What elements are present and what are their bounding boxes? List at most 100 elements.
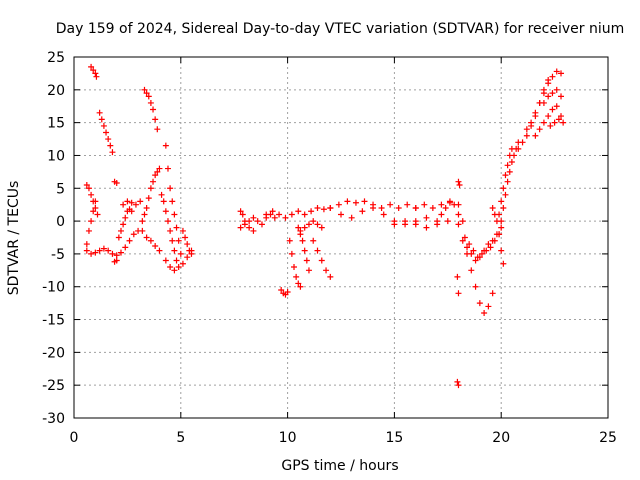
data-point bbox=[162, 257, 169, 264]
data-point bbox=[500, 204, 507, 211]
series-sat-ae bbox=[454, 273, 462, 297]
data-point bbox=[237, 208, 244, 215]
series-sat-n bbox=[162, 142, 184, 257]
data-point bbox=[456, 181, 463, 188]
data-point bbox=[487, 244, 494, 251]
data-point bbox=[177, 250, 184, 257]
data-point bbox=[120, 201, 127, 208]
data-point bbox=[338, 211, 344, 218]
data-point bbox=[156, 247, 163, 254]
data-point bbox=[545, 80, 552, 87]
data-point bbox=[92, 70, 99, 77]
series-sat-o bbox=[162, 247, 195, 274]
data-point bbox=[461, 234, 468, 241]
series-sat-k bbox=[139, 165, 163, 225]
data-point bbox=[92, 204, 99, 211]
data-point bbox=[107, 142, 114, 149]
series-sat-w bbox=[310, 237, 334, 280]
data-point bbox=[348, 214, 355, 221]
data-point bbox=[94, 211, 101, 218]
x-tick-label: 20 bbox=[492, 430, 510, 446]
data-point bbox=[489, 237, 496, 244]
x-tick-label: 15 bbox=[385, 430, 403, 446]
data-point bbox=[455, 211, 462, 218]
series-sat-s bbox=[263, 204, 334, 221]
data-point bbox=[171, 267, 178, 274]
series-sat-am bbox=[515, 76, 552, 152]
data-point bbox=[536, 126, 543, 133]
data-point bbox=[310, 218, 317, 225]
data-point bbox=[489, 204, 496, 211]
data-point bbox=[402, 218, 409, 225]
data-point bbox=[276, 211, 283, 218]
data-point bbox=[498, 247, 505, 254]
data-point bbox=[395, 204, 402, 211]
data-point bbox=[549, 106, 556, 113]
data-point bbox=[154, 126, 161, 133]
data-point bbox=[508, 159, 515, 166]
y-tick-label: -30 bbox=[42, 411, 65, 427]
data-point bbox=[301, 247, 308, 254]
series-sat-al bbox=[496, 145, 515, 218]
data-point bbox=[472, 257, 479, 264]
data-point bbox=[122, 244, 129, 251]
data-point bbox=[156, 165, 163, 172]
data-point bbox=[455, 221, 462, 228]
data-point bbox=[124, 198, 131, 205]
data-point bbox=[115, 234, 122, 241]
x-axis-label: GPS time / hours bbox=[281, 458, 398, 474]
data-point bbox=[299, 237, 306, 244]
data-point bbox=[485, 303, 492, 310]
series-sat-v bbox=[295, 224, 312, 274]
data-point bbox=[498, 198, 505, 205]
data-point bbox=[327, 273, 334, 280]
series-sat-d bbox=[83, 227, 142, 259]
grid bbox=[74, 57, 608, 418]
series-sat-i bbox=[120, 198, 144, 208]
data-point bbox=[282, 214, 289, 221]
data-point bbox=[466, 241, 473, 248]
series-sat-u bbox=[286, 237, 304, 290]
y-tick-label: 10 bbox=[47, 148, 65, 164]
data-point bbox=[478, 250, 485, 257]
data-point bbox=[130, 231, 137, 238]
data-point bbox=[85, 227, 92, 234]
y-tick-label: 25 bbox=[47, 50, 65, 66]
data-point bbox=[179, 227, 186, 234]
data-point bbox=[113, 257, 120, 264]
series-sat-l bbox=[139, 227, 163, 254]
y-tick-label: -25 bbox=[42, 378, 65, 394]
data-point bbox=[528, 119, 535, 126]
data-point bbox=[150, 178, 157, 185]
data-point bbox=[132, 201, 139, 208]
series-sat-ab bbox=[391, 218, 462, 231]
data-point bbox=[117, 249, 124, 256]
data-point bbox=[532, 109, 539, 116]
series-sat-c bbox=[83, 181, 101, 218]
data-point bbox=[164, 165, 171, 172]
data-point bbox=[523, 132, 530, 139]
series-sat-g bbox=[111, 178, 120, 187]
data-point bbox=[143, 234, 150, 241]
data-point bbox=[468, 267, 475, 274]
data-point bbox=[173, 224, 180, 231]
data-point bbox=[291, 264, 298, 271]
series-sat-t bbox=[278, 287, 291, 298]
series-sat-af bbox=[454, 378, 462, 389]
data-point bbox=[286, 237, 293, 244]
series-sat-aq bbox=[547, 116, 567, 129]
series-sat-p bbox=[179, 227, 195, 257]
data-point bbox=[295, 208, 302, 215]
data-point bbox=[532, 132, 539, 139]
data-point bbox=[481, 309, 488, 316]
data-point bbox=[139, 227, 146, 234]
data-point bbox=[154, 168, 161, 175]
data-point bbox=[175, 264, 182, 271]
series-sat-ah bbox=[461, 231, 503, 261]
series-sat-x bbox=[297, 218, 325, 234]
data-point bbox=[83, 247, 90, 254]
data-point bbox=[352, 199, 359, 206]
data-point bbox=[137, 198, 144, 205]
data-point bbox=[171, 247, 178, 254]
y-tick-label: -20 bbox=[42, 345, 65, 361]
